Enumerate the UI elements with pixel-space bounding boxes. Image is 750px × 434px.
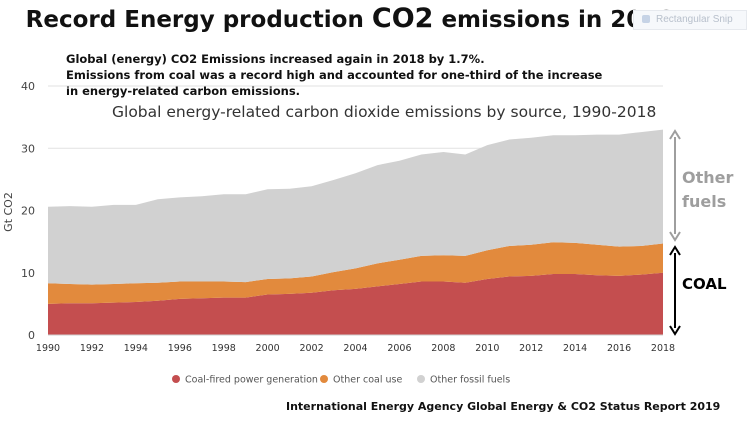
x-tick-label: 1996 (168, 343, 192, 354)
arrow-head-down (669, 325, 681, 336)
arrow-head-up (669, 245, 681, 256)
legend-label: Coal-fired power generation (185, 375, 318, 386)
legend-label: Other coal use (333, 375, 402, 386)
other-fuels-label-1: Other (682, 168, 733, 187)
legend-swatch (172, 375, 180, 383)
source-citation: International Energy Agency Global Energ… (286, 400, 721, 413)
x-tick-label: 2010 (475, 343, 499, 354)
x-tick-label: 2004 (343, 343, 367, 354)
x-tick-label: 2002 (299, 343, 323, 354)
snip-label: Rectangular Snip (656, 14, 733, 25)
rectangular-snip-button[interactable]: Rectangular Snip (633, 10, 747, 30)
series-area-1 (48, 272, 663, 335)
legend-swatch (320, 375, 328, 383)
x-tick-label: 2012 (519, 343, 543, 354)
snip-icon (642, 15, 650, 23)
arrow-head-up (669, 129, 681, 140)
other-fuels-arrow (669, 129, 681, 242)
arrow-head-down (669, 231, 681, 242)
legend-label: Other fossil fuels (430, 375, 510, 386)
legend-item-1: Coal-fired power generation (172, 375, 318, 386)
x-tick-label: 2018 (651, 343, 675, 354)
other-fuels-label-2: fuels (682, 192, 726, 211)
y-tick-label: 20 (21, 205, 35, 218)
x-tick-label: 2008 (431, 343, 455, 354)
y-axis-label: Gt CO2 (2, 192, 15, 232)
x-tick-label: 1990 (36, 343, 60, 354)
legend-item-3: Other fossil fuels (417, 375, 510, 386)
x-tick-label: 1992 (80, 343, 104, 354)
headline-co2: CO2 (371, 3, 434, 34)
legend-swatch (417, 375, 425, 383)
coal-label: COAL (682, 275, 727, 293)
note-line-3: in energy-related carbon emissions. (66, 84, 301, 98)
x-tick-label: 1998 (212, 343, 236, 354)
series-area-2 (48, 242, 663, 304)
headline-part-1: Record Energy production (25, 7, 372, 33)
series-area-3 (48, 129, 663, 285)
coal-arrow (669, 245, 681, 336)
legend-item-2: Other coal use (320, 375, 402, 386)
x-tick-label: 2000 (256, 343, 280, 354)
y-tick-label: 30 (21, 142, 35, 155)
x-tick-label: 1994 (124, 343, 148, 354)
note-line-2: Emissions from coal was a record high an… (66, 68, 603, 82)
x-tick-label: 2016 (607, 343, 631, 354)
x-tick-label: 2006 (387, 343, 411, 354)
summary-note: Global (energy) CO2 Emissions increased … (66, 51, 602, 99)
y-tick-label: 10 (21, 267, 35, 280)
y-tick-label: 40 (21, 80, 35, 93)
y-tick-label: 0 (28, 329, 35, 342)
note-line-1: Global (energy) CO2 Emissions increased … (66, 52, 485, 66)
x-tick-label: 2014 (563, 343, 587, 354)
chart-title: Global energy-related carbon dioxide emi… (112, 103, 657, 121)
